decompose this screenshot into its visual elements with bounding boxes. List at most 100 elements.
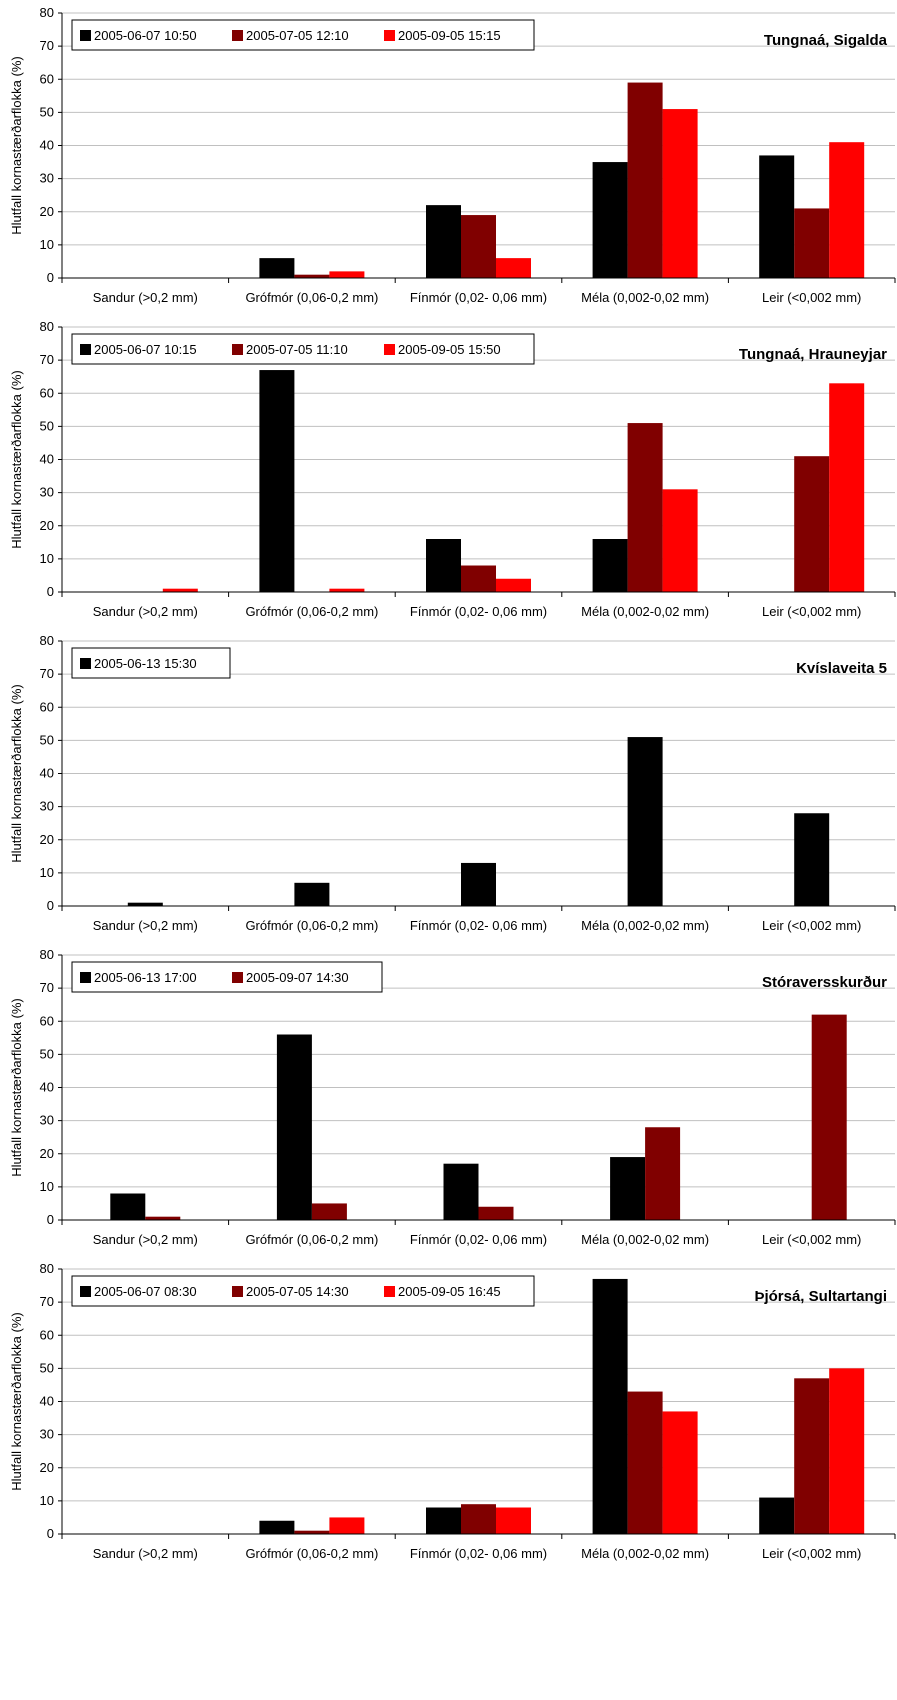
y-tick-label: 0	[47, 898, 54, 913]
bar	[610, 1157, 646, 1220]
x-tick-label: Méla (0,002-0,02 mm)	[581, 1232, 709, 1247]
legend-swatch	[384, 30, 395, 41]
y-tick-label: 50	[40, 732, 54, 747]
bar	[592, 1278, 628, 1534]
y-tick-label: 80	[40, 319, 54, 334]
y-tick-label: 60	[40, 1327, 54, 1342]
bar	[259, 258, 295, 278]
bar	[811, 1014, 847, 1220]
y-tick-label: 80	[40, 947, 54, 962]
y-tick-label: 0	[47, 1212, 54, 1227]
bar	[829, 142, 865, 278]
y-tick-label: 30	[40, 1427, 54, 1442]
y-tick-label: 30	[40, 1113, 54, 1128]
bar	[294, 882, 330, 906]
legend-swatch	[80, 972, 91, 983]
bar	[294, 1530, 330, 1534]
bar	[627, 737, 663, 906]
legend-box	[71, 647, 231, 679]
y-tick-label: 40	[40, 1080, 54, 1095]
chart-4: 0 10 20 30 40 50 60 70 80 Sandur (>0,2 mm) Grófmór…	[9, 1261, 896, 1561]
legend: 2005-06-07 10:50 2005-07-05 12:10 2005-09-…	[71, 19, 535, 51]
x-tick-label: Leir (<0,002 mm)	[762, 918, 861, 933]
bar	[162, 588, 198, 592]
legend-entry: 2005-06-07 10:50	[94, 28, 197, 43]
legend-box	[71, 961, 383, 993]
y-tick-label: 20	[40, 1460, 54, 1475]
x-tick-label: Sandur (>0,2 mm)	[93, 1546, 198, 1561]
bar	[794, 456, 830, 592]
x-tick-label: Sandur (>0,2 mm)	[93, 918, 198, 933]
bar	[794, 813, 830, 906]
bar	[592, 162, 628, 278]
y-tick-label: 10	[40, 551, 54, 566]
chart-3: 0 10 20 30 40 50 60 70 80 Sandur (>0,2 mm) Grófmór…	[9, 947, 896, 1247]
x-tick-label: Grófmór (0,06-0,2 mm)	[245, 290, 378, 305]
y-tick-label: 70	[40, 666, 54, 681]
bar	[127, 902, 163, 906]
legend: 2005-06-13 17:00 2005-09-07 14:30	[71, 961, 383, 993]
bar	[829, 383, 865, 592]
y-tick-label: 70	[40, 38, 54, 53]
bar	[759, 155, 795, 278]
legend-entry: 2005-06-13 17:00	[94, 970, 197, 985]
legend-swatch	[384, 1286, 395, 1297]
x-tick-label: Méla (0,002-0,02 mm)	[581, 918, 709, 933]
x-tick-label: Grófmór (0,06-0,2 mm)	[245, 1546, 378, 1561]
bar	[461, 862, 496, 906]
x-tick-label: Méla (0,002-0,02 mm)	[581, 1546, 709, 1561]
y-tick-label: 0	[47, 584, 54, 599]
y-axis-title: Hlutfall kornastærðarflokka (%)	[9, 684, 24, 862]
y-tick-label: 60	[40, 699, 54, 714]
legend-swatch	[80, 344, 91, 355]
legend-entry: 2005-07-05 12:10	[246, 28, 349, 43]
legend-swatch	[232, 1286, 243, 1297]
legend-box	[71, 19, 535, 51]
x-tick-label: Méla (0,002-0,02 mm)	[581, 604, 709, 619]
x-tick-label: Grófmór (0,06-0,2 mm)	[245, 918, 378, 933]
bar	[443, 1163, 479, 1220]
y-tick-label: 0	[47, 270, 54, 285]
x-tick-label: Fínmór (0,02- 0,06 mm)	[410, 1232, 547, 1247]
legend-entry: 2005-07-05 11:10	[246, 342, 348, 357]
chart-title: Tungnaá, Hrauneyjar	[739, 346, 887, 363]
bar	[662, 1411, 698, 1534]
bar	[496, 1507, 531, 1534]
bar	[829, 1368, 865, 1534]
legend: 2005-06-13 15:30	[71, 647, 231, 679]
y-tick-label: 10	[40, 1179, 54, 1194]
bar	[329, 271, 365, 278]
y-tick-label: 50	[40, 418, 54, 433]
y-axis-title: Hlutfall kornastærðarflokka (%)	[9, 1312, 24, 1490]
bar	[259, 1520, 295, 1534]
y-tick-label: 50	[40, 104, 54, 119]
y-tick-label: 40	[40, 138, 54, 153]
y-tick-label: 80	[40, 1261, 54, 1276]
y-tick-label: 0	[47, 1526, 54, 1541]
x-tick-label: Grófmór (0,06-0,2 mm)	[245, 1232, 378, 1247]
chart-1: 0 10 20 30 40 50 60 70 80 Sandur (>0,2 mm) Grófmór…	[9, 319, 896, 619]
legend-entry: 2005-09-05 15:15	[398, 28, 501, 43]
y-tick-label: 20	[40, 1146, 54, 1161]
legend-entry: 2005-06-07 08:30	[94, 1284, 197, 1299]
y-tick-label: 60	[40, 1013, 54, 1028]
bar	[259, 370, 295, 592]
y-tick-label: 40	[40, 1394, 54, 1409]
x-tick-label: Fínmór (0,02- 0,06 mm)	[410, 290, 547, 305]
legend-swatch	[384, 344, 395, 355]
legend: 2005-06-07 08:30 2005-07-05 14:30 2005-09-…	[71, 1275, 535, 1307]
y-tick-label: 30	[40, 799, 54, 814]
bar	[426, 1507, 461, 1534]
y-tick-label: 80	[40, 633, 54, 648]
y-tick-label: 10	[40, 865, 54, 880]
bar	[627, 1391, 663, 1534]
legend-entry: 2005-06-07 10:15	[94, 342, 197, 357]
bar	[145, 1216, 181, 1220]
bar	[461, 565, 496, 592]
bar	[627, 82, 663, 278]
y-axis-title: Hlutfall kornastærðarflokka (%)	[9, 998, 24, 1176]
y-tick-label: 60	[40, 385, 54, 400]
bar	[461, 215, 496, 278]
y-tick-label: 30	[40, 171, 54, 186]
